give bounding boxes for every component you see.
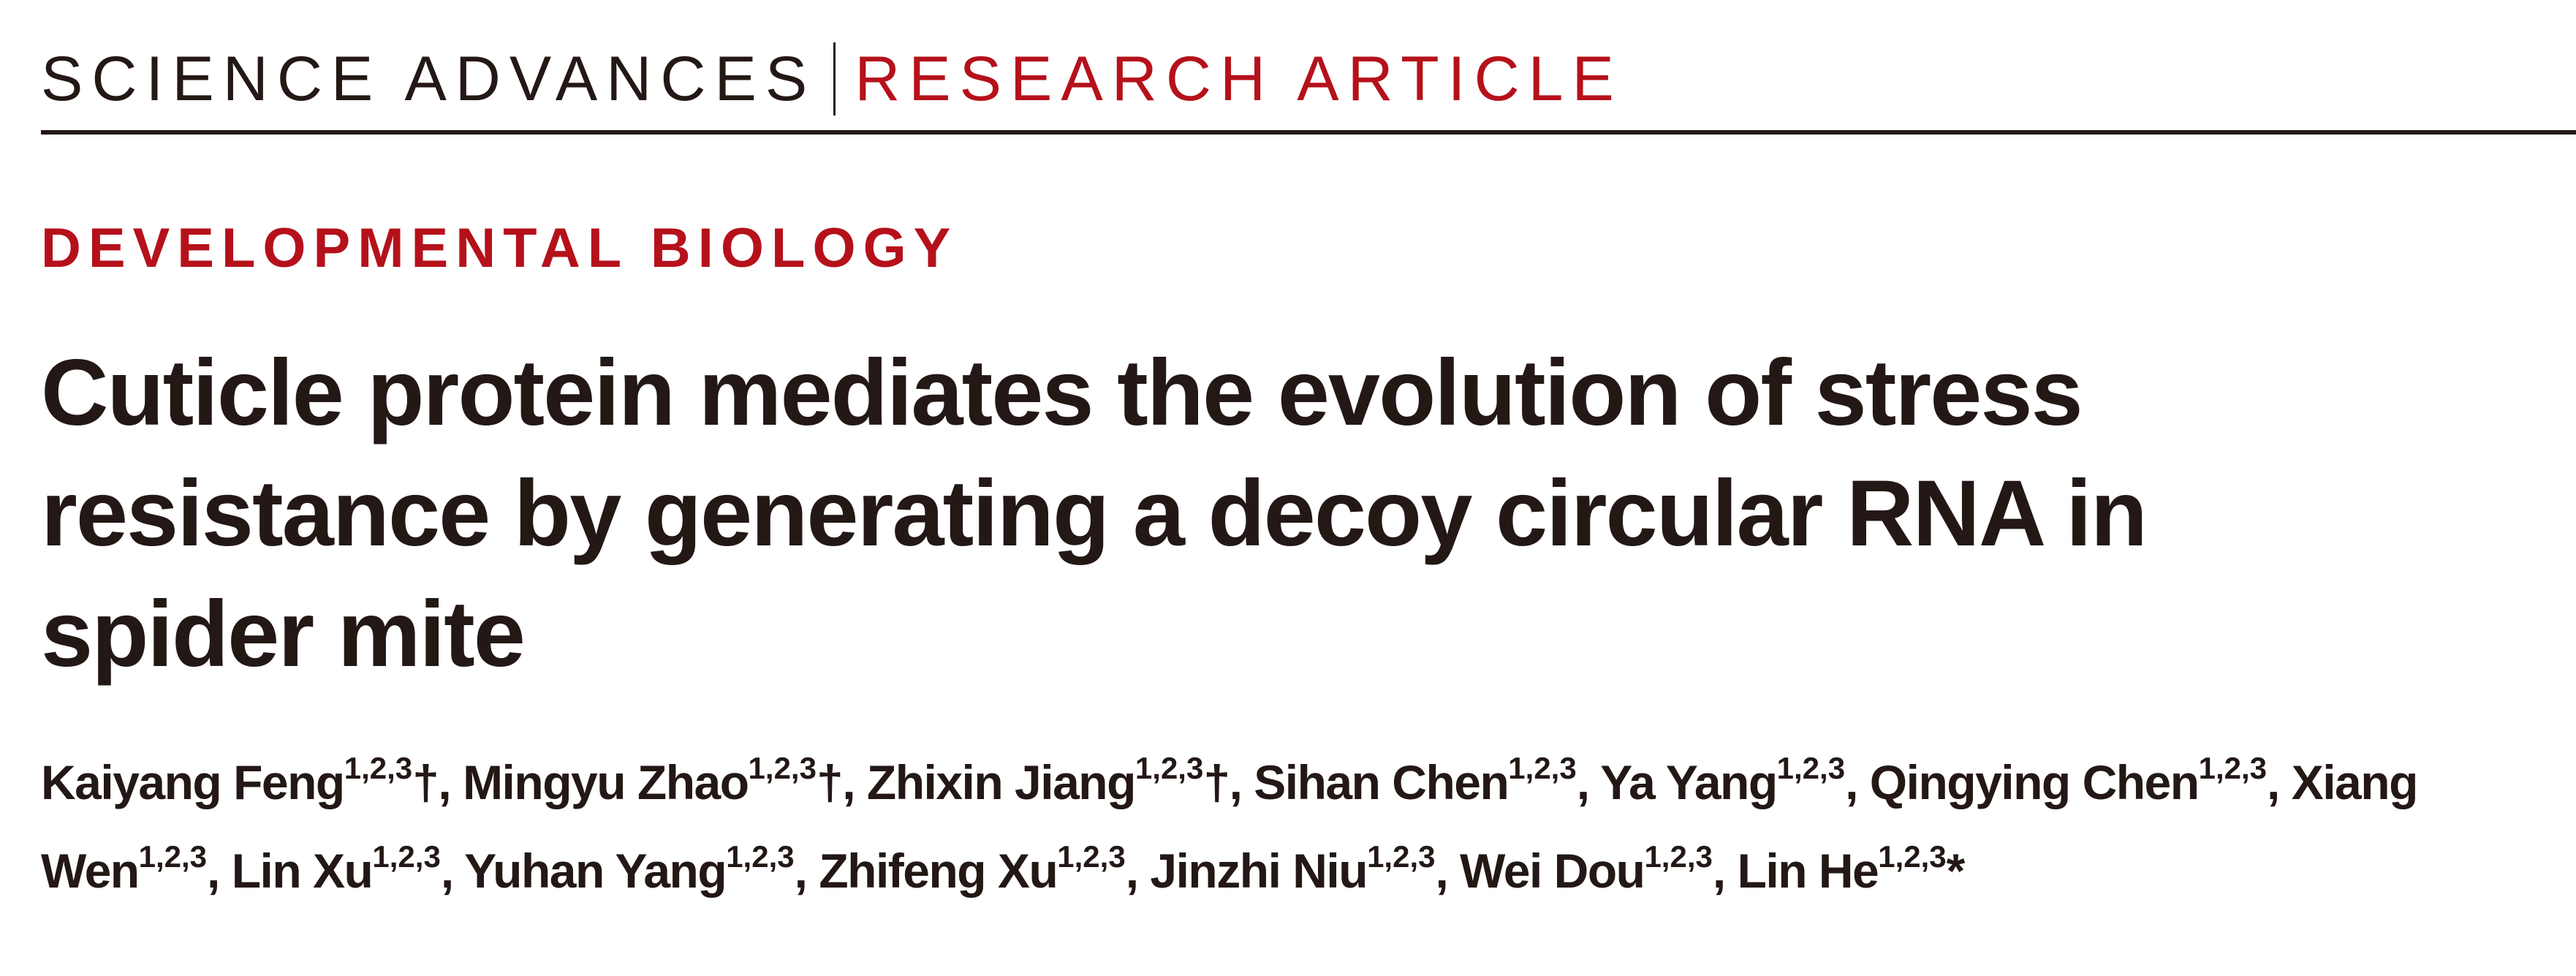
author: Kaiyang Feng1,2,3† bbox=[41, 753, 439, 810]
author-name: Zhixin Jiang bbox=[866, 755, 1137, 809]
article-title: Cuticle protein mediates the evolution o… bbox=[41, 341, 2148, 686]
author-mark: * bbox=[1946, 844, 1966, 898]
author-affiliation: 1,2,3 bbox=[1508, 751, 1577, 785]
author-name: Sihan Chen bbox=[1254, 755, 1509, 809]
author: Qingying Chen1,2,3 bbox=[1869, 753, 2267, 810]
author: Xiang Wen1,2,3 bbox=[41, 755, 2418, 898]
author-mark: † bbox=[412, 755, 439, 809]
author: Yuhan Yang1,2,3 bbox=[464, 841, 794, 899]
author: Zhixin Jiang1,2,3† bbox=[866, 753, 1230, 810]
header-rule bbox=[41, 130, 2576, 135]
author-name: Wei Dou bbox=[1460, 844, 1645, 898]
author-name: Ya Yang bbox=[1600, 755, 1778, 809]
author: Wei Dou1,2,3 bbox=[1460, 841, 1713, 899]
masthead-divider bbox=[833, 42, 836, 116]
journal-masthead: SCIENCE ADVANCES RESEARCH ARTICLE bbox=[41, 42, 1623, 116]
author-affiliation: 1,2,3 bbox=[1776, 751, 1846, 785]
author-affiliation: 1,2,3 bbox=[344, 751, 413, 785]
author-affiliation: 1,2,3 bbox=[1367, 839, 1436, 874]
author: Lin Xu1,2,3 bbox=[231, 841, 441, 899]
author-affiliation: 1,2,3 bbox=[1134, 751, 1204, 785]
author-name: Qingying Chen bbox=[1869, 755, 2200, 809]
author-name: Lin Xu bbox=[231, 844, 374, 898]
author-affiliation: 1,2,3 bbox=[1057, 839, 1126, 874]
article-type: RESEARCH ARTICLE bbox=[855, 43, 1623, 114]
author-name: Kaiyang Feng bbox=[41, 755, 345, 809]
author: Lin He1,2,3* bbox=[1737, 841, 1966, 899]
author-affiliation: 1,2,3 bbox=[372, 839, 441, 874]
author: Zhifeng Xu1,2,3 bbox=[819, 841, 1125, 899]
author-name: Lin He bbox=[1737, 844, 1879, 898]
author-affiliation: 1,2,3 bbox=[748, 751, 817, 785]
author-name: Xiang Wen bbox=[41, 755, 2418, 898]
author-mark: † bbox=[1203, 755, 1230, 809]
author-list: Kaiyang Feng1,2,3†, Mingyu Zhao1,2,3†, Z… bbox=[41, 751, 2418, 899]
author-affiliation: 1,2,3 bbox=[2198, 751, 2268, 785]
author-name: Mingyu Zhao bbox=[463, 755, 749, 809]
author-affiliation: 1,2,3 bbox=[138, 839, 208, 874]
author: Sihan Chen1,2,3 bbox=[1254, 753, 1576, 810]
author-affiliation: 1,2,3 bbox=[726, 839, 795, 874]
author-name: Jinzhi Niu bbox=[1150, 844, 1368, 898]
author-name: Zhifeng Xu bbox=[819, 844, 1058, 898]
section-label: DEVELOPMENTAL BIOLOGY bbox=[41, 217, 958, 279]
journal-name: SCIENCE ADVANCES bbox=[41, 43, 817, 114]
author-affiliation: 1,2,3 bbox=[1644, 839, 1713, 874]
author-affiliation: 1,2,3 bbox=[1878, 839, 1947, 874]
author-name: Yuhan Yang bbox=[464, 844, 727, 898]
author: Jinzhi Niu1,2,3 bbox=[1150, 841, 1435, 899]
author: Mingyu Zhao1,2,3† bbox=[463, 753, 844, 810]
author-mark: † bbox=[816, 755, 844, 809]
author: Ya Yang1,2,3 bbox=[1600, 753, 1845, 810]
